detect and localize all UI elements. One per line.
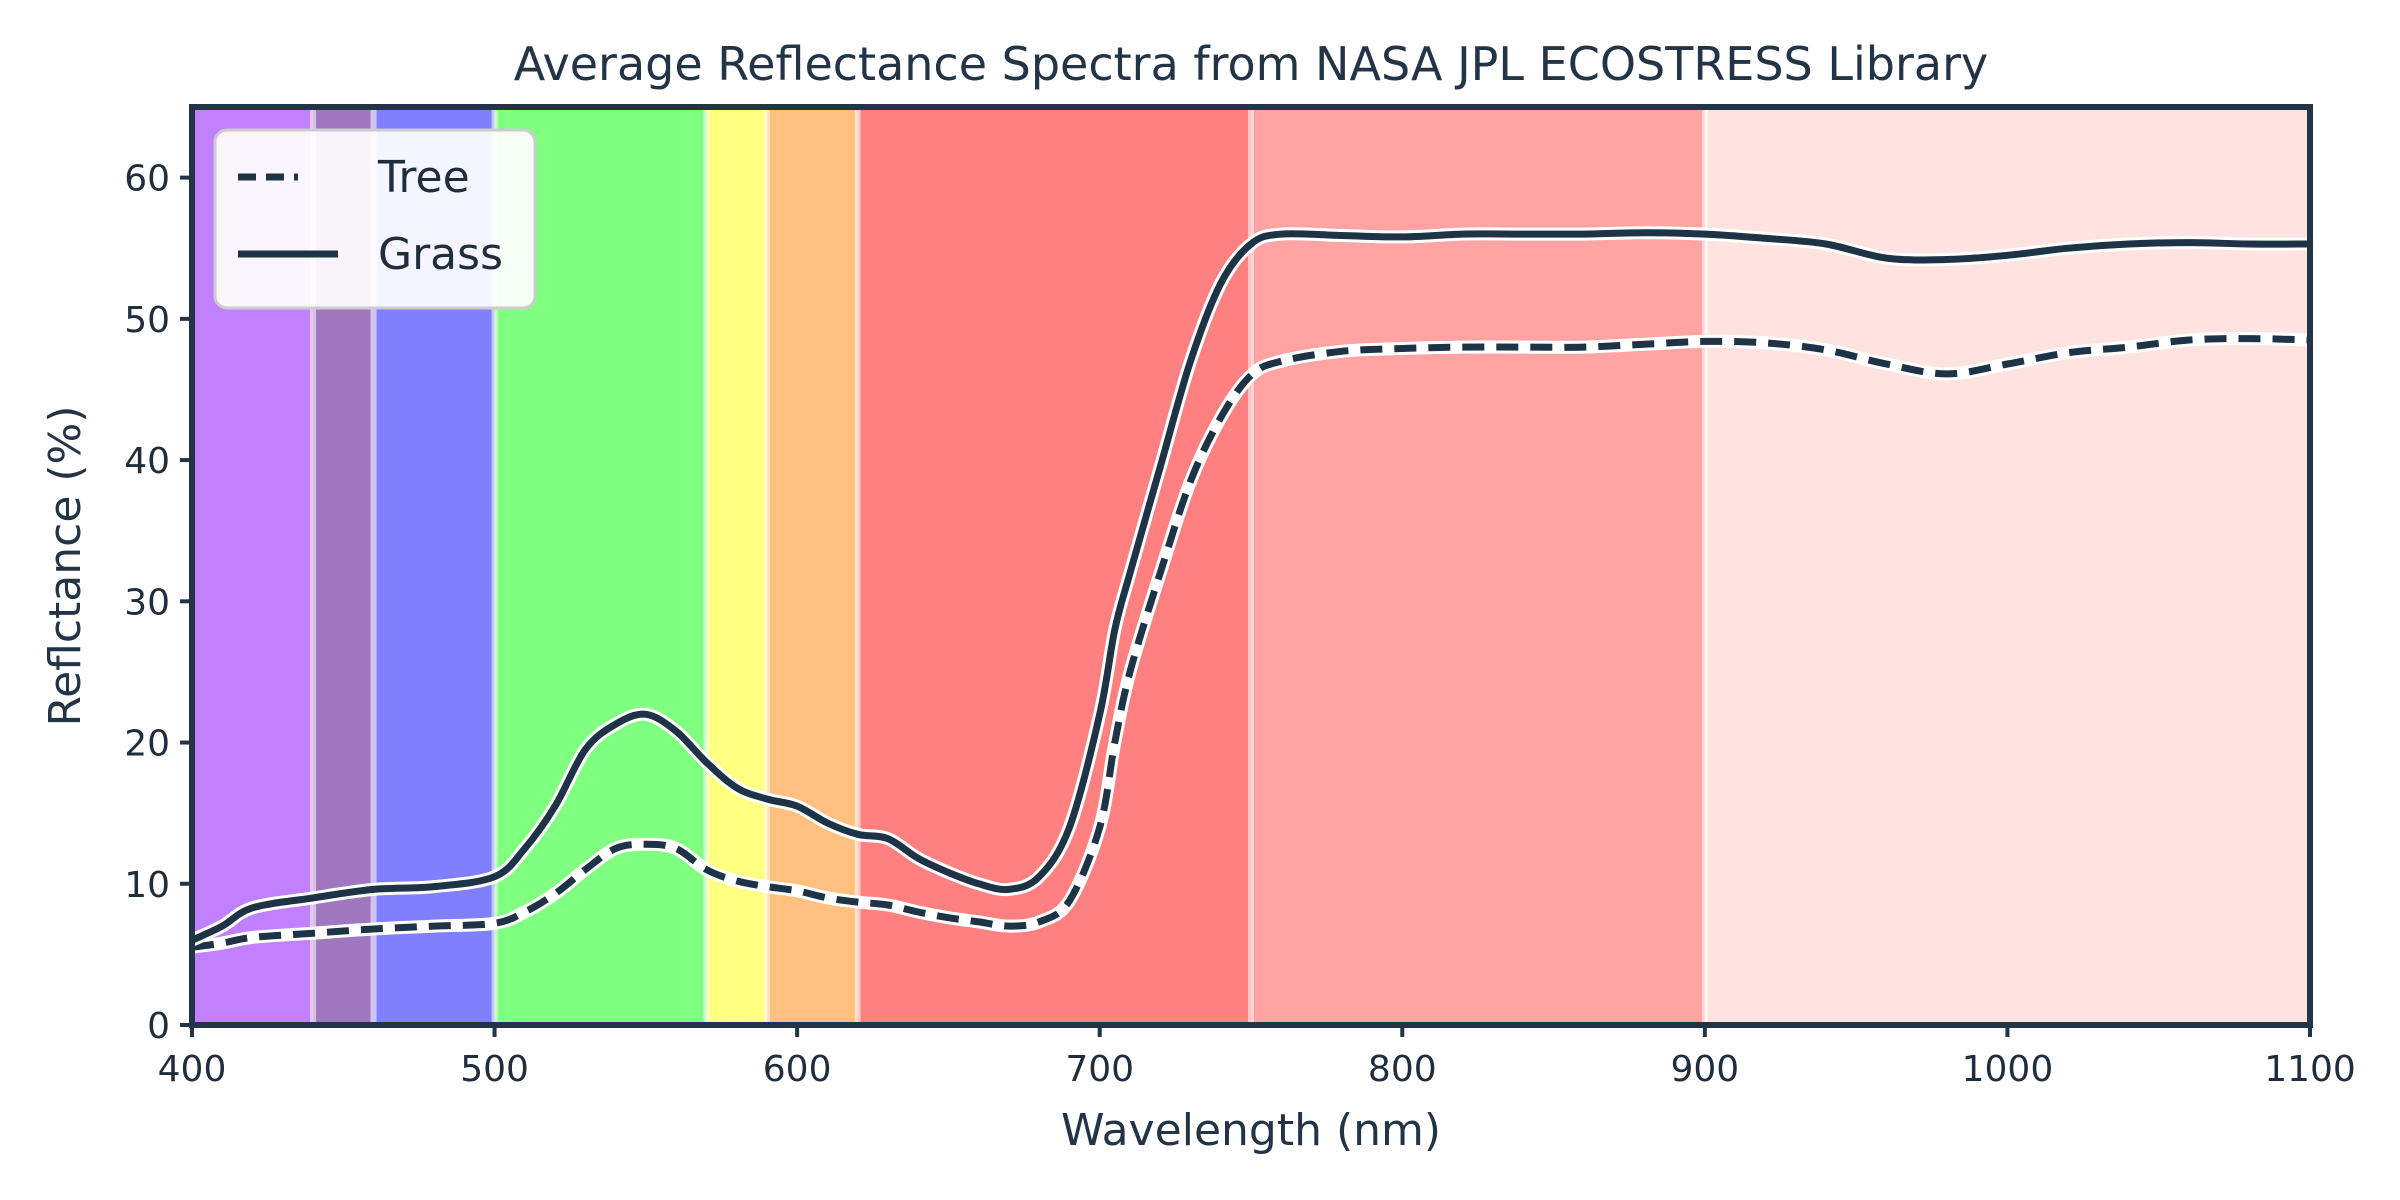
x-tick-label: 700 bbox=[1065, 1049, 1134, 1090]
x-axis-label: Wavelength (nm) bbox=[1061, 1105, 1441, 1156]
x-tick-label: 800 bbox=[1368, 1049, 1437, 1090]
y-tick-label: 60 bbox=[124, 159, 170, 200]
legend: Tree Grass bbox=[213, 128, 537, 310]
legend-label-grass: Grass bbox=[378, 229, 503, 280]
legend-label-tree: Tree bbox=[377, 152, 470, 203]
x-tick-label: 900 bbox=[1670, 1049, 1739, 1090]
spectral-band-6 bbox=[857, 107, 1251, 1025]
series-line-tree bbox=[191, 335, 2311, 951]
series-line-grass bbox=[190, 229, 2311, 944]
spectral-band-7 bbox=[1251, 107, 1705, 1025]
chart-title: Average Reflectance Spectra from NASA JP… bbox=[514, 37, 1988, 91]
y-tick-label: 30 bbox=[124, 582, 170, 623]
spectral-band-5 bbox=[766, 107, 858, 1025]
series-lines bbox=[185, 226, 2317, 954]
y-tick-label: 20 bbox=[124, 724, 170, 765]
y-axis-ticks: 0 10 20 30 40 50 60 bbox=[124, 159, 192, 1047]
y-tick-label: 10 bbox=[124, 865, 170, 906]
x-tick-label: 400 bbox=[158, 1049, 227, 1090]
x-axis-ticks: 400 500 600 700 800 900 1000 1100 bbox=[158, 1025, 2356, 1090]
y-tick-label: 0 bbox=[147, 1006, 170, 1047]
x-tick-label: 1000 bbox=[1962, 1049, 2054, 1090]
y-tick-label: 50 bbox=[124, 300, 170, 341]
y-axis-label: Reflctance (%) bbox=[40, 405, 91, 726]
legend-box bbox=[213, 128, 537, 310]
x-tick-label: 500 bbox=[460, 1049, 529, 1090]
x-tick-label: 600 bbox=[763, 1049, 832, 1090]
y-tick-label: 40 bbox=[124, 441, 170, 482]
plot-frame bbox=[189, 104, 2313, 1028]
x-tick-label: 1100 bbox=[2264, 1049, 2356, 1090]
